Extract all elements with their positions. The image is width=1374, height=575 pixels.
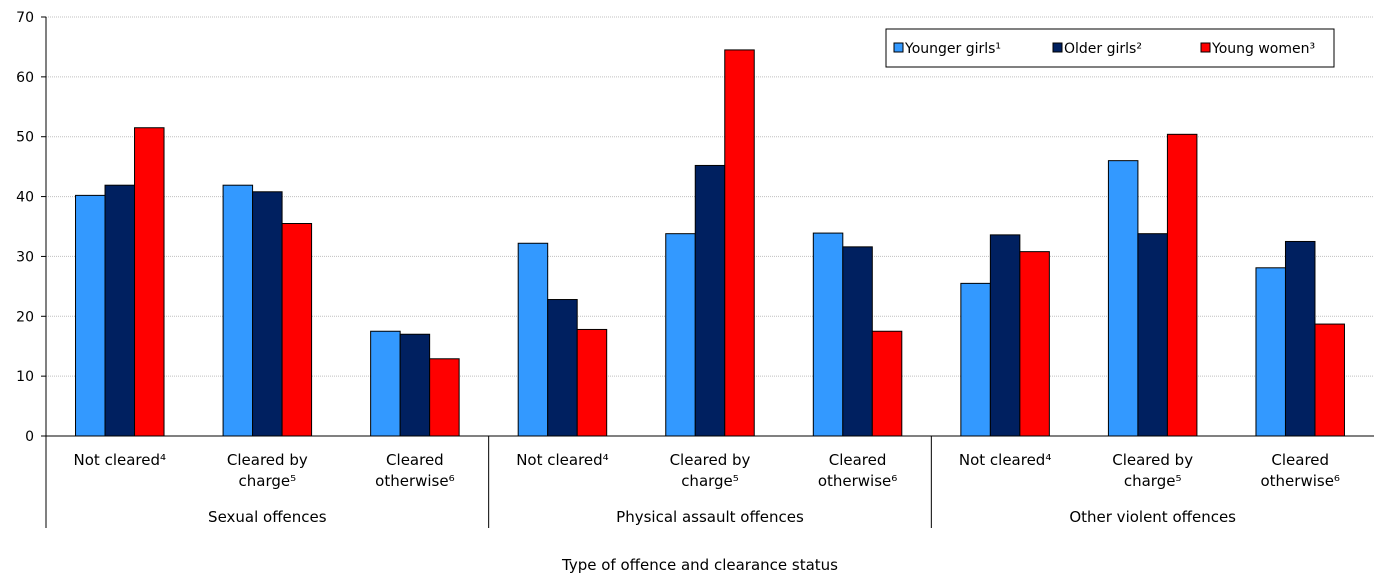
x-group-label: Sexual offences <box>208 508 327 526</box>
legend-swatch <box>893 42 904 53</box>
x-category-label: Not cleared⁴ <box>516 451 608 469</box>
bar-older-girls-4 <box>694 164 726 437</box>
bar-young-women-7 <box>1166 133 1198 437</box>
x-category-label-line: Cleared by <box>670 451 751 469</box>
legend-swatch <box>1200 42 1211 53</box>
bar-younger-girls-0 <box>75 194 106 437</box>
axes <box>45 17 1374 528</box>
bars <box>75 49 1345 437</box>
legend-box <box>885 28 1335 68</box>
x-category-label-line: Cleared by <box>1112 451 1193 469</box>
y-axis-ticks: 0 10 20 30 40 50 60 70 <box>16 10 46 445</box>
bar-young-women-3 <box>576 328 608 437</box>
bar-older-girls-1 <box>252 191 283 437</box>
x-category-label-line: Cleared <box>386 451 444 469</box>
bar-young-women-0 <box>134 127 165 437</box>
x-category-label-line: Cleared <box>829 451 887 469</box>
y-tick-label: 0 <box>25 429 34 445</box>
bar-older-girls-6 <box>989 234 1021 437</box>
x-category-label: Not cleared⁴ <box>74 451 166 469</box>
x-category-label-line: Not cleared⁴ <box>516 451 608 469</box>
y-tick-label: 20 <box>16 309 34 325</box>
x-category-label: Cleared by charge⁵ <box>670 451 751 490</box>
bar-younger-girls-8 <box>1255 267 1286 437</box>
bar-older-girls-0 <box>104 184 136 437</box>
bar-older-girls-5 <box>842 246 873 437</box>
bar-younger-girls-2 <box>370 330 401 437</box>
x-category-label-line: otherwise⁶ <box>375 472 454 490</box>
x-category-label-line: otherwise⁶ <box>1260 472 1339 490</box>
legend-label: Young women³ <box>1211 41 1315 57</box>
x-category-label-line: otherwise⁶ <box>818 472 897 490</box>
legend-label: Older girls² <box>1064 41 1142 57</box>
bar-younger-girls-1 <box>222 184 254 437</box>
x-category-label-line: charge⁵ <box>681 472 739 490</box>
y-tick-label: 60 <box>16 70 34 86</box>
legend-label: Younger girls¹ <box>904 41 1001 57</box>
bar-young-women-4 <box>724 49 755 437</box>
bar-young-women-8 <box>1314 323 1345 437</box>
bar-young-women-2 <box>429 358 460 437</box>
x-axis-title: Type of offence and clearance status <box>561 556 838 574</box>
x-category-label: Cleared by charge⁵ <box>227 451 308 490</box>
bar-older-girls-3 <box>547 299 578 437</box>
bar-young-women-1 <box>281 223 313 437</box>
x-category-label: Cleared otherwise⁶ <box>1260 451 1339 490</box>
x-category-label: Cleared otherwise⁶ <box>375 451 454 490</box>
x-group-label: Physical assault offences <box>616 508 804 526</box>
x-category-label: Cleared by charge⁵ <box>1112 451 1193 490</box>
y-tick-label: 70 <box>16 10 34 26</box>
x-category-label: Cleared otherwise⁶ <box>818 451 897 490</box>
bar-older-girls-8 <box>1284 240 1316 437</box>
bar-younger-girls-5 <box>812 232 844 437</box>
bar-younger-girls-7 <box>1107 160 1139 437</box>
bar-older-girls-2 <box>399 333 431 437</box>
bar-younger-girls-4 <box>665 233 696 437</box>
bar-younger-girls-6 <box>960 282 991 437</box>
x-category-label: Not cleared⁴ <box>959 451 1051 469</box>
x-group-label: Other violent offences <box>1069 508 1236 526</box>
y-tick-label: 50 <box>16 130 34 146</box>
x-category-label-line: charge⁵ <box>1124 472 1182 490</box>
x-category-label-line: Cleared <box>1271 451 1329 469</box>
bar-older-girls-7 <box>1137 233 1168 437</box>
x-category-label-line: Cleared by <box>227 451 308 469</box>
x-category-label-line: Not cleared⁴ <box>74 451 166 469</box>
x-category-label-line: charge⁵ <box>239 472 297 490</box>
bar-young-women-6 <box>1019 251 1050 437</box>
y-tick-label: 10 <box>16 369 34 385</box>
y-tick-label: 30 <box>16 249 34 265</box>
y-tick-label: 40 <box>16 190 34 206</box>
x-category-label-line: Not cleared⁴ <box>959 451 1051 469</box>
legend-swatch <box>1052 42 1063 53</box>
x-axis-categories: Not cleared⁴ Cleared by charge⁵ Cleared othe… <box>74 451 1340 490</box>
bar-younger-girls-3 <box>517 242 549 437</box>
legend: Younger girls¹ Older girls² Young women³ <box>885 28 1335 68</box>
bar-young-women-5 <box>871 330 903 437</box>
x-axis-groups: Sexual offences Physical assault offences… <box>208 508 1236 526</box>
